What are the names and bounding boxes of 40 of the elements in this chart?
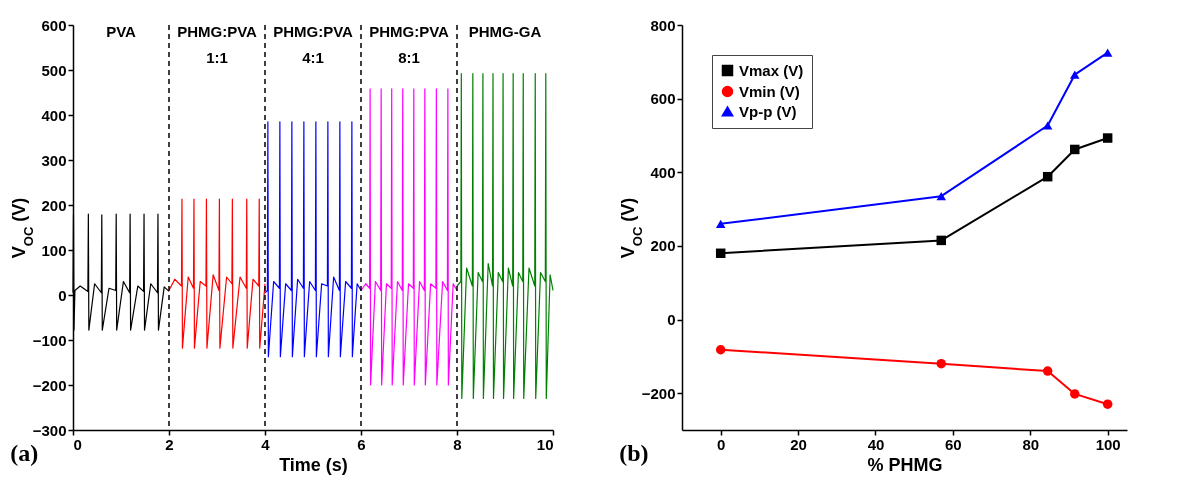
- annotation: PHMG:PVA 8:1: [369, 23, 450, 66]
- legend-label: Vmin (V): [739, 82, 800, 100]
- legend-label: Vp-p (V): [739, 102, 797, 120]
- annotation: PHMG:PVA 1:1: [177, 23, 258, 66]
- y-tick-label: −100: [32, 331, 67, 349]
- x-tick-label: 4: [261, 435, 271, 453]
- x-tick-label: 2: [165, 435, 174, 453]
- x-axis-title: % PHMG: [867, 454, 943, 475]
- y-tick-label: 300: [41, 151, 67, 169]
- y-tick-label: 400: [650, 163, 676, 181]
- y-tick-label: 600: [650, 90, 676, 108]
- x-tick-label: 8: [453, 435, 462, 453]
- x-tick-label: 0: [717, 435, 726, 453]
- y-tick-label: 0: [667, 311, 676, 329]
- x-tick-label: 6: [357, 435, 366, 453]
- y-tick-label: 100: [41, 241, 67, 259]
- y-tick-label: 200: [650, 237, 676, 255]
- annotation: PVA: [106, 23, 137, 40]
- x-axis-title: Time (s): [279, 454, 348, 475]
- y-tick-label: 800: [650, 16, 676, 34]
- annotation: PHMG:PVA 4:1: [273, 23, 354, 66]
- y-tick-label: 500: [41, 61, 67, 79]
- x-tick-label: 10: [536, 435, 554, 453]
- x-tick-label: 100: [1095, 435, 1121, 453]
- x-tick-label: 80: [1022, 435, 1040, 453]
- y-tick-label: 200: [41, 196, 67, 214]
- y-tick-label: 0: [58, 286, 67, 304]
- x-tick-label: 20: [790, 435, 807, 453]
- y-tick-label: −200: [32, 376, 67, 394]
- y-tick-label: −200: [641, 384, 676, 402]
- x-tick-label: 60: [945, 435, 962, 453]
- annotation: PHMG-GA: [468, 23, 542, 40]
- y-tick-label: −300: [32, 421, 67, 439]
- y-tick-label: 400: [41, 106, 67, 124]
- y-tick-label: 600: [41, 16, 67, 34]
- x-tick-label: 40: [867, 435, 885, 453]
- x-tick-label: 0: [73, 435, 82, 453]
- text: (b): [619, 440, 649, 466]
- text: (a): [10, 440, 39, 466]
- legend-label: Vmax (V): [739, 61, 804, 79]
